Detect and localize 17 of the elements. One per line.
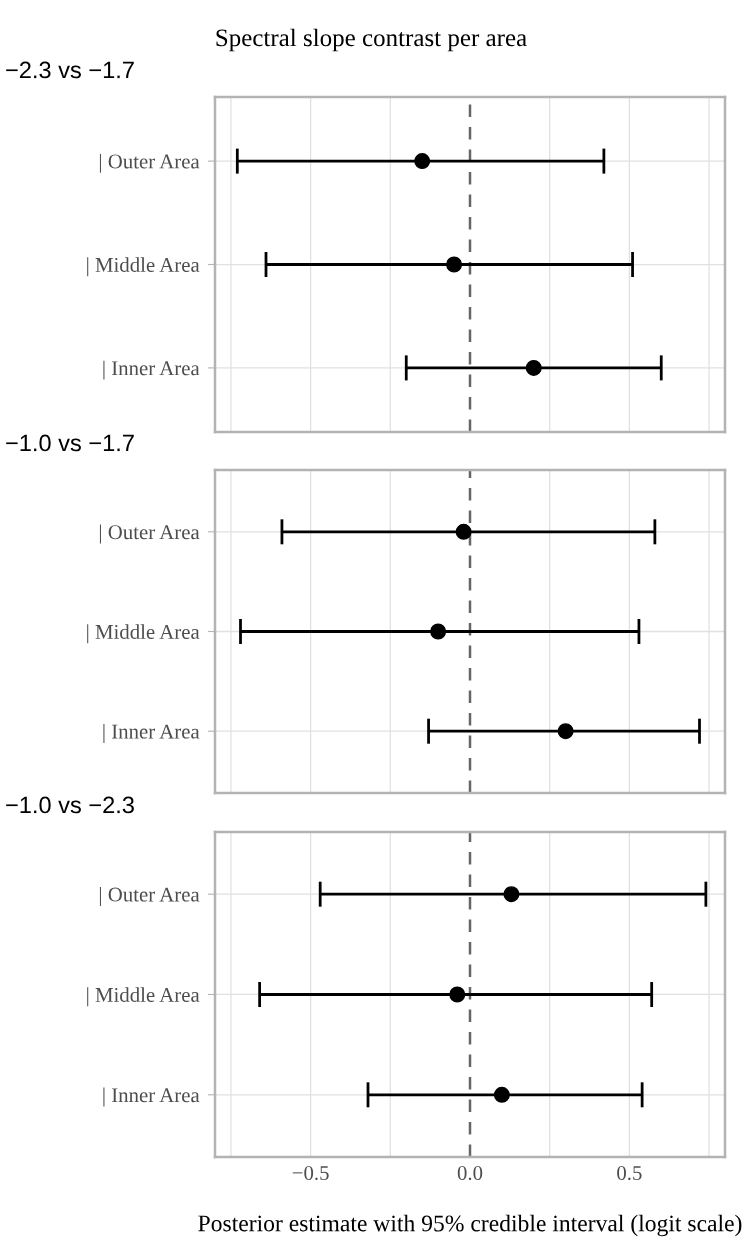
y-tick-label: | Outer Area bbox=[99, 153, 200, 173]
chart-subtitle: −1.0 vs −1.7 bbox=[6, 434, 134, 452]
y-tick-label: | Inner Area bbox=[103, 360, 200, 380]
chart-subtitle: −1.0 vs −2.3 bbox=[6, 796, 134, 814]
x-axis-title: Posterior estimate with 95% credible interval (logit scale) bbox=[198, 1214, 742, 1237]
y-tick-label: | Middle Area bbox=[87, 987, 200, 1007]
x-tick-label: 0.5 bbox=[617, 1165, 642, 1181]
y-tick-label: | Inner Area bbox=[103, 1087, 200, 1107]
x-tick-label: 0.0 bbox=[457, 1165, 483, 1181]
chart-title: Spectral slope contrast per area bbox=[216, 28, 527, 52]
y-tick-label: | Outer Area bbox=[99, 886, 200, 906]
y-tick-label: | Middle Area bbox=[87, 257, 200, 277]
y-tick-label: | Outer Area bbox=[99, 524, 200, 544]
x-tick-label: −0.5 bbox=[292, 1165, 329, 1181]
y-tick-label: | Middle Area bbox=[87, 624, 200, 644]
y-tick-label: | Inner Area bbox=[103, 723, 200, 743]
chart-subtitle: −2.3 vs −1.7 bbox=[6, 61, 134, 79]
